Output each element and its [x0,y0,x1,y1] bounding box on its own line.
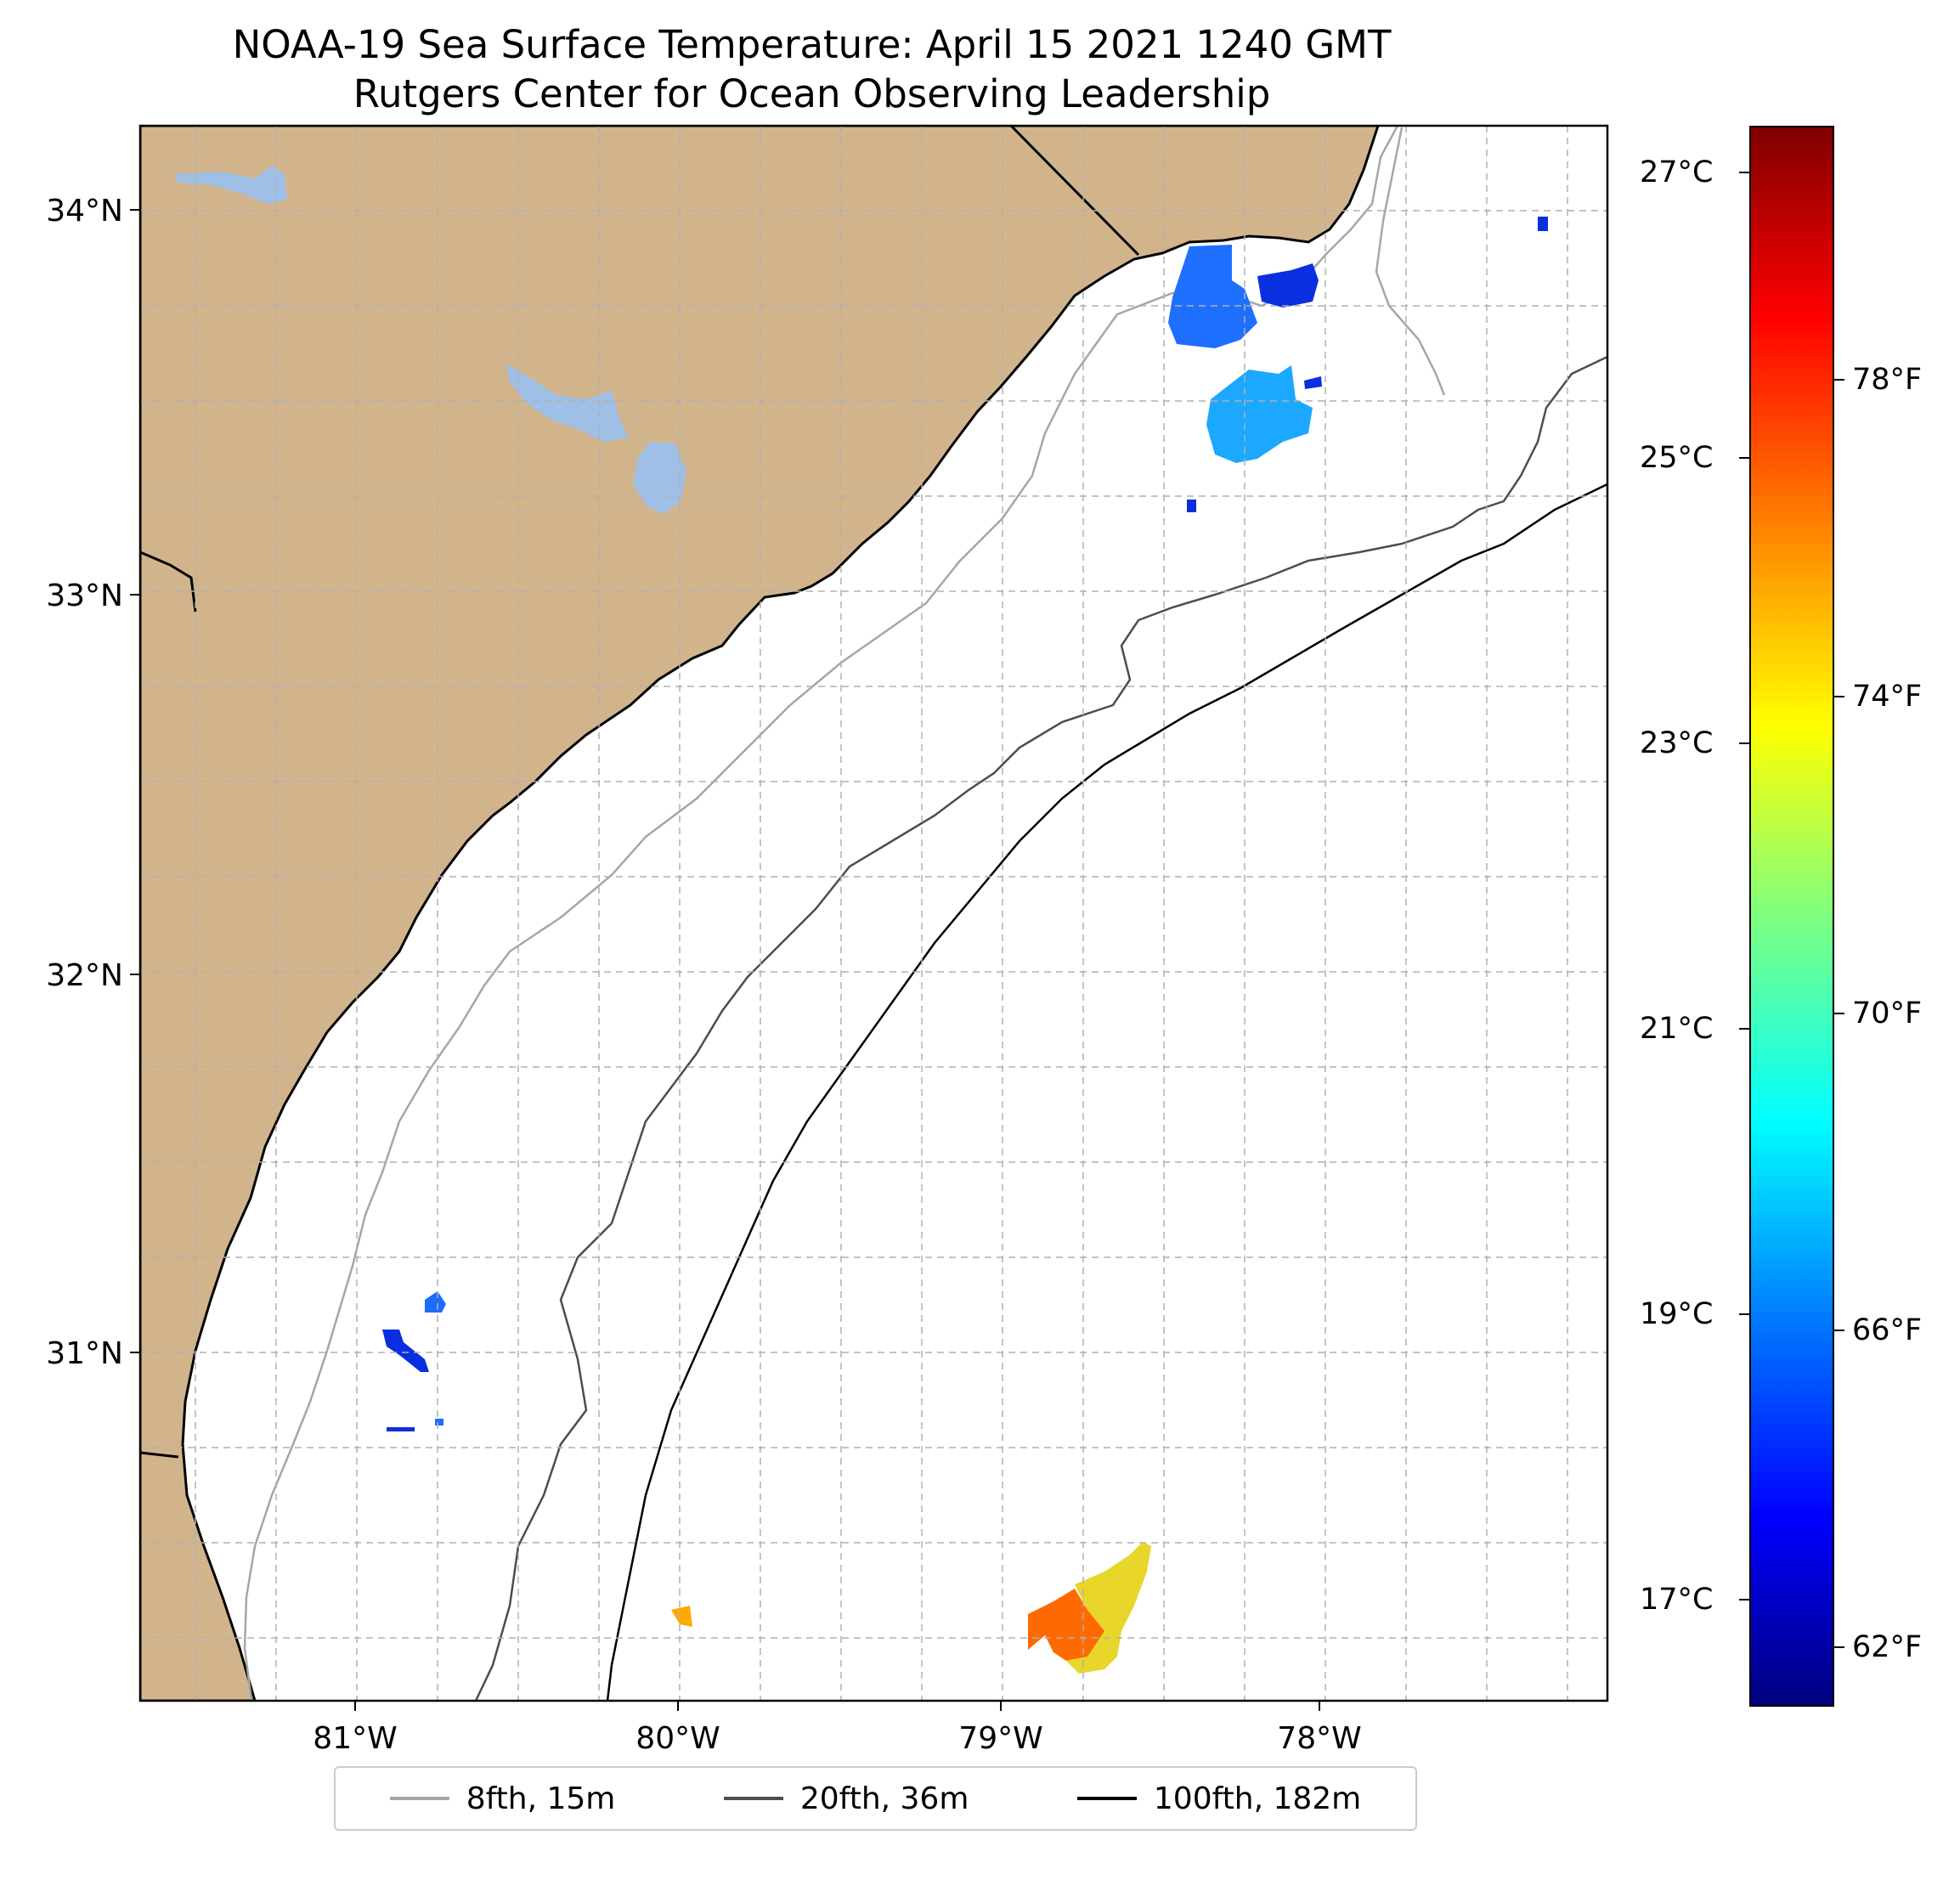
lon-label: 78°W [1277,1721,1361,1756]
axis-ticks [130,209,1320,1711]
sst-patch-sw [425,1291,446,1313]
chart-title: NOAA-19 Sea Surface Temperature: April 1… [232,22,1392,67]
lon-label: 79°W [958,1721,1042,1756]
legend-item-100fth: 100fth, 182m [1076,1781,1362,1816]
land-area [140,126,1380,1701]
colorbar-celsius-label: 23°C [1640,726,1714,760]
colorbar-celsius-label: 25°C [1640,441,1714,475]
sst-patch-sw [387,1427,415,1431]
map-frame [138,124,1609,1702]
colorbar-celsius-label: 19°C [1640,1297,1714,1331]
colorbar-fahrenheit-label: 78°F [1852,363,1923,397]
legend: 8fth, 15m 20fth, 36m 100fth, 182m [334,1766,1417,1831]
isobath-20fth [474,355,1607,1701]
sst-patch-small [1187,500,1196,512]
colorbar-fahrenheit-label: 66°F [1852,1313,1923,1347]
state-border [1009,126,1140,257]
colorbar-celsius-label: 21°C [1640,1012,1714,1046]
lat-label: 33°N [46,579,123,613]
legend-label: 8fth, 15m [466,1781,616,1816]
legend-label: 20fth, 36m [799,1781,969,1816]
sst-patch-north [1257,263,1319,308]
legend-item-20fth: 20fth, 36m [723,1781,969,1816]
colorbar-fahrenheit-label: 74°F [1852,680,1923,714]
legend-item-8fth: 8fth, 15m [389,1781,616,1816]
sst-patch-south [671,1606,692,1627]
isobath-8fth [1375,127,1446,396]
legend-label: 100fth, 182m [1153,1781,1362,1816]
lon-label: 81°W [313,1721,397,1756]
lat-label: 34°N [46,194,123,229]
colorbar-celsius-label: 17°C [1640,1583,1714,1617]
sst-patch-north [1168,245,1257,348]
lat-label: 32°N [46,958,123,993]
lake [506,364,629,442]
lake [174,166,287,204]
lat-label: 31°N [46,1336,123,1371]
sst-patch-southeast [1066,1542,1151,1674]
lon-label: 80°W [635,1721,720,1756]
colorbar-celsius-label: 27°C [1640,155,1714,189]
sst-patch-mid [1304,376,1322,389]
sst-patch-mid [1206,365,1313,463]
chart-subtitle: Rutgers Center for Ocean Observing Leade… [353,71,1271,116]
isobath-100fth [606,483,1607,1701]
legend-swatch [1076,1797,1137,1800]
sst-patch-small [1538,217,1548,231]
colorbar-fahrenheit-label: 70°F [1852,996,1923,1030]
legend-swatch [389,1797,449,1800]
sst-patch-southeast [1028,1589,1113,1661]
state-border-georgia [140,1451,179,1459]
sst-patch-sw [382,1330,429,1372]
legend-swatch [723,1797,783,1800]
colorbar-fahrenheit-label: 62°F [1852,1630,1923,1664]
state-border-south [140,550,197,613]
colorbar [1749,126,1834,1707]
gridlines [140,126,1607,1701]
